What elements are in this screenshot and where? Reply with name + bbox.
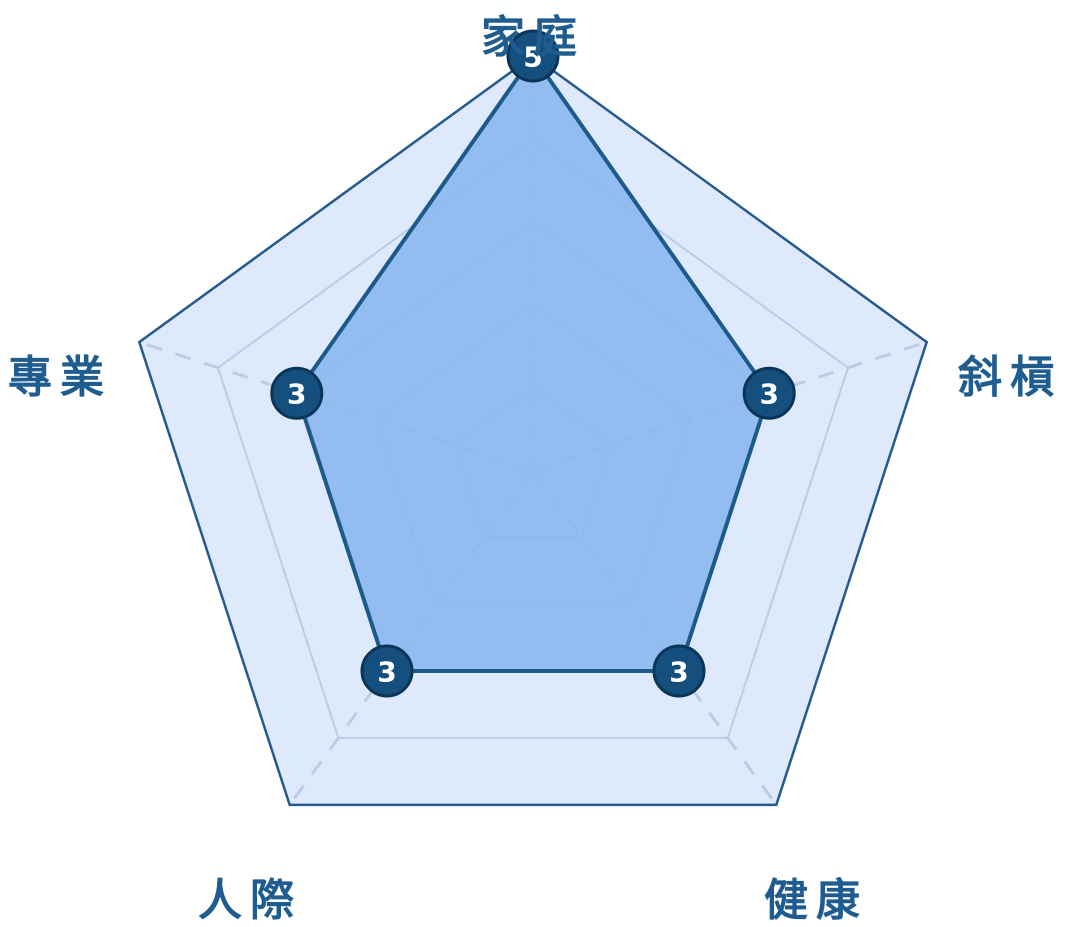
value-label: 3 xyxy=(669,656,688,689)
value-marker-4: 3 xyxy=(360,644,414,698)
axis-label-1: 家庭 xyxy=(481,12,585,63)
radar-series xyxy=(294,54,772,673)
value-label: 5 xyxy=(523,41,542,74)
marker-circle xyxy=(360,644,414,698)
axis-label-3: 健康 xyxy=(764,875,868,926)
value-label: 3 xyxy=(377,656,396,689)
axis-label-2: 斜槓 xyxy=(958,352,1062,403)
marker-circle xyxy=(506,29,560,83)
axis-label-5: 專業 xyxy=(8,352,112,403)
ring-4 xyxy=(216,137,850,739)
data-polygon xyxy=(294,54,772,673)
value-marker-1: 5 xyxy=(506,29,560,83)
value-label: 3 xyxy=(759,378,778,411)
axis-label-4: 人際 xyxy=(198,875,302,926)
marker-circle xyxy=(270,366,324,420)
marker-circle xyxy=(652,644,706,698)
value-marker-2: 3 xyxy=(742,366,796,420)
radar-markers: 5 3 3 3 3 xyxy=(270,29,796,698)
marker-circle xyxy=(742,366,796,420)
value-label: 3 xyxy=(287,378,306,411)
value-marker-3: 3 xyxy=(652,644,706,698)
value-marker-5: 3 xyxy=(270,366,324,420)
